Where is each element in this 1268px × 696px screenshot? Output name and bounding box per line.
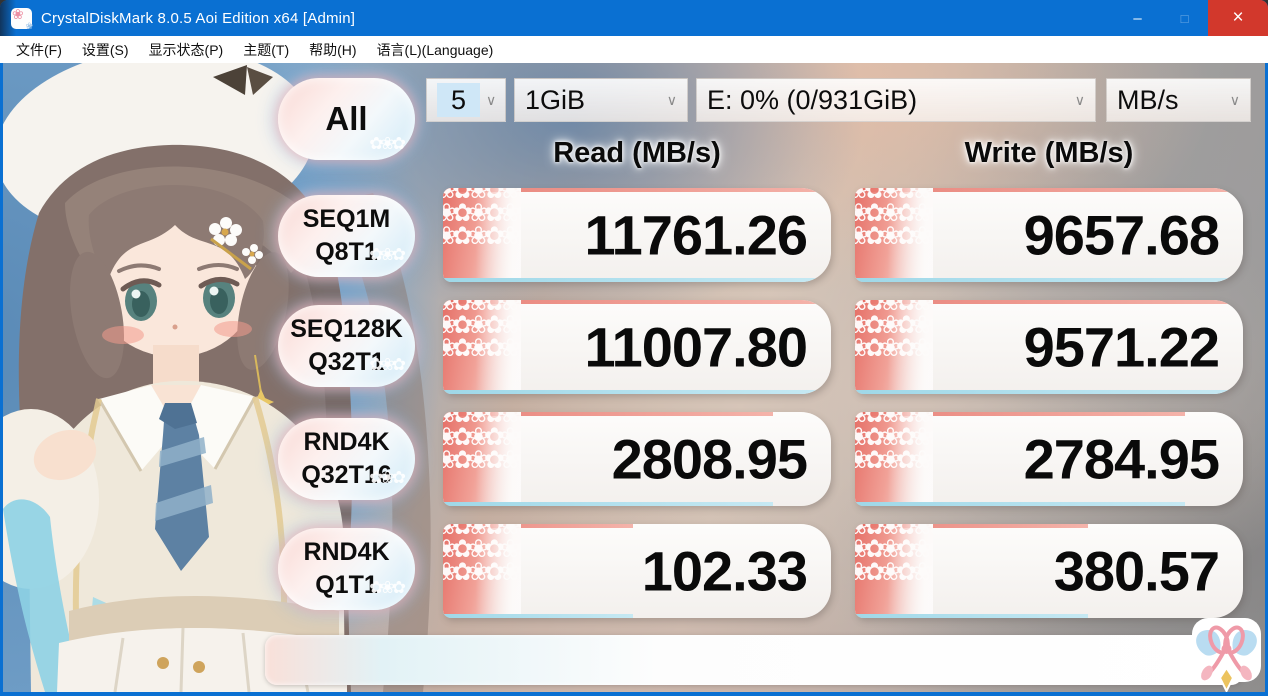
read-value: 11007.80: [584, 315, 808, 379]
sakura-cluster-decoration: [443, 412, 521, 506]
test-queue-threads: Q32T1: [308, 348, 385, 376]
write-value: 9571.22: [1023, 315, 1220, 379]
bar-accent-bottom: [855, 502, 1185, 506]
aoi-sakura-emblem: [1190, 616, 1263, 692]
test-count-select[interactable]: 5 ∨: [426, 78, 506, 122]
minimize-icon: –: [1133, 9, 1142, 27]
bar-accent-bottom: [855, 278, 1236, 282]
chevron-down-icon: ∨: [1229, 91, 1240, 108]
bar-accent-bottom: [855, 614, 1088, 618]
close-button[interactable]: ×: [1208, 0, 1268, 36]
bar-accent-bottom: [443, 390, 824, 394]
read-column-header: Read (MB/s): [553, 137, 721, 169]
write-result-bar: 380.57: [855, 524, 1243, 618]
app-icon: ❀ ❀: [11, 5, 33, 31]
window-controls: – □ ×: [1114, 0, 1268, 36]
maximize-button[interactable]: □: [1161, 0, 1208, 36]
chevron-down-icon: ∨: [486, 91, 497, 108]
write-value: 380.57: [1053, 539, 1220, 603]
window-title: CrystalDiskMark 8.0.5 Aoi Edition x64 [A…: [41, 9, 356, 27]
menu-help[interactable]: 帮助(H): [309, 41, 357, 58]
menu-bar: 文件(F) 设置(S) 显示状态(P) 主题(T) 帮助(H) 语言(L)(La…: [0, 36, 1268, 63]
read-value: 2808.95: [611, 427, 808, 491]
bar-accent-top: [855, 412, 1185, 416]
bar-accent-top: [443, 188, 831, 192]
sakura-cluster-decoration: [443, 300, 521, 394]
menu-language[interactable]: 语言(L)(Language): [376, 41, 494, 58]
write-result-bar: 9571.22: [855, 300, 1243, 394]
sakura-icon: ❀: [25, 20, 33, 31]
write-column-header: Write (MB/s): [964, 137, 1134, 169]
title-bar: ❀ ❀ CrystalDiskMark 8.0.5 Aoi Edition x6…: [0, 0, 1268, 36]
bar-accent-top: [855, 524, 1088, 528]
test-name: SEQ1M: [302, 205, 391, 233]
test-size-value: 1GiB: [525, 84, 586, 115]
maximize-icon: □: [1180, 10, 1189, 26]
bar-accent-top: [855, 300, 1236, 304]
test-name: RND4K: [303, 428, 390, 456]
bar-accent-top: [443, 524, 634, 528]
close-icon: ×: [1232, 7, 1244, 28]
sakura-cluster-decoration: [855, 188, 933, 282]
read-value: 11761.26: [584, 203, 808, 267]
test-size-select[interactable]: 1GiB ∨: [514, 78, 688, 122]
bar-accent-bottom: [855, 390, 1236, 394]
sakura-cluster-decoration: [443, 188, 521, 282]
sakura-icon: ❀: [12, 5, 24, 22]
status-progress-bar: [265, 635, 1243, 685]
menu-file[interactable]: 文件(F): [16, 41, 62, 58]
unit-select[interactable]: MB/s ∨: [1106, 78, 1251, 122]
bar-accent-top: [443, 412, 773, 416]
bar-accent-bottom: [443, 502, 773, 506]
sakura-cluster-decoration: [855, 412, 933, 506]
bar-accent-bottom: [443, 278, 831, 282]
write-result-bar: 9657.68: [855, 188, 1243, 282]
target-drive-value: E: 0% (0/931GiB): [707, 84, 918, 115]
read-result-bar: 11761.26: [443, 188, 831, 282]
all-test-button[interactable]: All: [278, 78, 415, 160]
test-queue-threads: Q32T16: [301, 461, 392, 489]
unit-value: MB/s: [1117, 84, 1179, 115]
bar-accent-top: [443, 300, 824, 304]
minimize-button[interactable]: –: [1114, 0, 1161, 36]
test-queue-threads: Q8T1: [315, 238, 378, 266]
test-queue-threads: Q1T1: [315, 571, 378, 599]
chevron-down-icon: ∨: [666, 91, 677, 108]
target-drive-select[interactable]: E: 0% (0/931GiB) ∨: [696, 78, 1096, 122]
bar-accent-bottom: [443, 614, 634, 618]
chevron-down-icon: ∨: [1074, 91, 1085, 108]
test-count-value: 5: [437, 83, 481, 117]
write-result-bar: 2784.95: [855, 412, 1243, 506]
test-name: RND4K: [303, 538, 390, 566]
sakura-emblem-icon: [1192, 618, 1261, 692]
menu-theme[interactable]: 主题(T): [243, 41, 290, 58]
menu-display-status[interactable]: 显示状态(P): [148, 41, 224, 58]
test-button-seq128k-q32t1[interactable]: SEQ128K Q32T1: [278, 305, 415, 387]
bar-accent-top: [855, 188, 1236, 192]
sakura-decoration-icon: [369, 134, 403, 154]
menu-settings[interactable]: 设置(S): [81, 41, 129, 58]
read-result-bar: 102.33: [443, 524, 831, 618]
test-name: SEQ128K: [290, 315, 403, 343]
sakura-cluster-decoration: [855, 300, 933, 394]
test-button-rnd4k-q32t16[interactable]: RND4K Q32T16: [278, 418, 415, 500]
write-value: 2784.95: [1023, 427, 1220, 491]
sakura-cluster-decoration: [443, 524, 521, 618]
read-result-bar: 2808.95: [443, 412, 831, 506]
sakura-cluster-decoration: [855, 524, 933, 618]
read-result-bar: 11007.80: [443, 300, 831, 394]
all-button-label: All: [325, 100, 368, 137]
write-value: 9657.68: [1023, 203, 1220, 267]
read-value: 102.33: [641, 539, 808, 603]
test-button-seq1m-q8t1[interactable]: SEQ1M Q8T1: [278, 195, 415, 277]
wallpaper-girl-illustration: [3, 63, 431, 692]
test-button-rnd4k-q1t1[interactable]: RND4K Q1T1: [278, 528, 415, 610]
main-area: All 5 ∨ 1GiB ∨ E: 0% (0/931GiB) ∨ MB/s ∨…: [3, 63, 1265, 692]
